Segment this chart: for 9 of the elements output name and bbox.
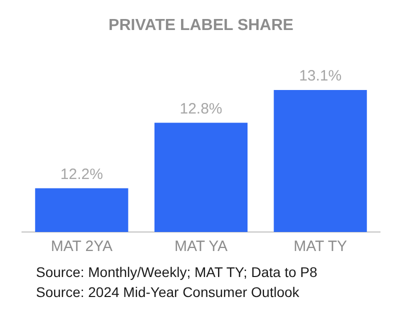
chart-title: PRIVATE LABEL SHARE xyxy=(108,17,294,34)
x-tick-label: MAT YA xyxy=(174,238,228,256)
data-label: 12.8% xyxy=(180,100,222,118)
x-tick-label: MAT 2YA xyxy=(50,238,113,256)
data-label: 13.1% xyxy=(299,68,342,85)
annotation: Source: 2024 Mid-Year Consumer Outlook xyxy=(36,283,300,302)
data-label: 12.2% xyxy=(60,166,103,183)
annotation: Source: Monthly/Weekly; MAT TY; Data to P8 xyxy=(36,263,318,282)
x-tick-label: MAT TY xyxy=(294,238,348,256)
